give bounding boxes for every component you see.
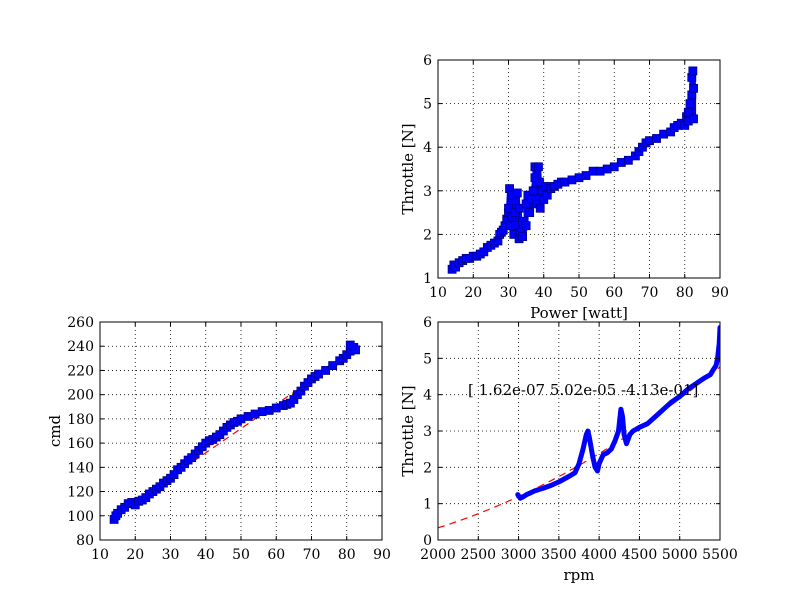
data-point bbox=[521, 221, 531, 231]
x-tick-label: 2000 bbox=[420, 547, 456, 563]
y-tick-label: 3 bbox=[423, 424, 432, 440]
data-point bbox=[689, 114, 698, 124]
x-tick-label: 50 bbox=[232, 547, 250, 563]
x-tick-label: 10 bbox=[91, 547, 109, 563]
data-point bbox=[683, 107, 693, 117]
x-tick-label: 20 bbox=[464, 285, 482, 301]
data-point bbox=[528, 186, 538, 196]
y-axis-label: cmd bbox=[46, 414, 64, 447]
y-axis-label: Throttle [N] bbox=[399, 385, 417, 476]
y-tick-label: 140 bbox=[67, 460, 94, 476]
y-tick-label: 160 bbox=[67, 436, 94, 452]
x-tick-label: 50 bbox=[570, 285, 588, 301]
x-tick-label: 4000 bbox=[581, 547, 617, 563]
x-tick-label: 4500 bbox=[622, 547, 658, 563]
x-tick-label: 30 bbox=[162, 547, 180, 563]
x-tick-label: 70 bbox=[303, 547, 321, 563]
y-tick-label: 1 bbox=[423, 271, 432, 287]
data-layer bbox=[109, 340, 360, 524]
x-tick-label: 5500 bbox=[702, 547, 738, 563]
y-tick-label: 180 bbox=[67, 412, 94, 428]
x-tick-label: 3500 bbox=[541, 547, 577, 563]
data-point bbox=[351, 345, 360, 355]
x-tick-label: 80 bbox=[338, 547, 356, 563]
subplot-bottom-right: 2000 2500 3000 3500 4000 4500 5000 5500 0 1 2 3 4 5 6 r… bbox=[399, 315, 738, 584]
y-tick-label: 5 bbox=[423, 97, 432, 113]
y-tick-label: 220 bbox=[67, 363, 94, 379]
x-tick-label: 90 bbox=[711, 285, 729, 301]
x-tick-label: 2500 bbox=[460, 547, 496, 563]
data-point bbox=[321, 366, 331, 375]
fit-coefficients-annotation: [ 1.62e-07 5.02e-05 -4.13e-01] bbox=[468, 381, 698, 399]
x-tick-label: 40 bbox=[535, 285, 553, 301]
data-point bbox=[685, 99, 695, 108]
y-tick-label: 5 bbox=[423, 351, 432, 367]
y-tick-label: 4 bbox=[423, 388, 432, 404]
data-line bbox=[515, 325, 720, 501]
y-tick-label: 1 bbox=[423, 497, 432, 513]
x-tick-label: 70 bbox=[641, 285, 659, 301]
y-tick-label: 200 bbox=[67, 388, 94, 404]
y-tick-label: 3 bbox=[423, 184, 432, 200]
x-axis-label: rpm bbox=[564, 566, 595, 584]
data-point bbox=[518, 232, 527, 241]
data-point bbox=[535, 203, 545, 213]
y-tick-label: 6 bbox=[423, 53, 432, 69]
y-tick-label: 100 bbox=[67, 509, 94, 525]
x-tick-label: 60 bbox=[605, 285, 623, 301]
data-point bbox=[512, 188, 522, 198]
y-axis-label: Throttle [N] bbox=[399, 123, 417, 214]
y-tick-label: 120 bbox=[67, 485, 94, 501]
data-point bbox=[525, 208, 535, 218]
data-layer bbox=[447, 66, 698, 274]
x-tick-label: 90 bbox=[373, 547, 391, 563]
y-tick-label: 2 bbox=[423, 460, 432, 476]
y-tick-label: 240 bbox=[67, 339, 94, 355]
data-point bbox=[328, 361, 338, 371]
x-tick-label: 10 bbox=[429, 285, 447, 301]
x-tick-label: 40 bbox=[197, 547, 215, 563]
y-tick-label: 4 bbox=[423, 140, 432, 156]
x-tick-label: 60 bbox=[267, 547, 285, 563]
x-tick-label: 5000 bbox=[662, 547, 698, 563]
data-point bbox=[688, 66, 698, 76]
x-axis-label: Power [watt] bbox=[530, 304, 628, 322]
subplot-top-right: 10 20 30 40 50 60 70 80 90 1 2 3 4 5 6 Power [watt] Thro… bbox=[399, 53, 729, 322]
y-tick-label: 0 bbox=[423, 533, 432, 549]
data-trail bbox=[449, 68, 697, 272]
x-tick-label: 20 bbox=[126, 547, 144, 563]
subplot-bottom-left: 10 20 30 40 50 60 70 80 90 80 100 120 140 160 180 200 22… bbox=[46, 315, 391, 563]
x-tick-label: 30 bbox=[500, 285, 518, 301]
y-tick-label: 6 bbox=[423, 315, 432, 331]
y-tick-label: 260 bbox=[67, 315, 94, 331]
x-tick-label: 80 bbox=[676, 285, 694, 301]
y-tick-label: 80 bbox=[76, 533, 94, 549]
data-layer bbox=[438, 325, 720, 529]
y-tick-label: 2 bbox=[423, 227, 432, 243]
x-tick-label: 3000 bbox=[501, 547, 537, 563]
data-point bbox=[689, 83, 698, 93]
data-point bbox=[534, 162, 543, 172]
